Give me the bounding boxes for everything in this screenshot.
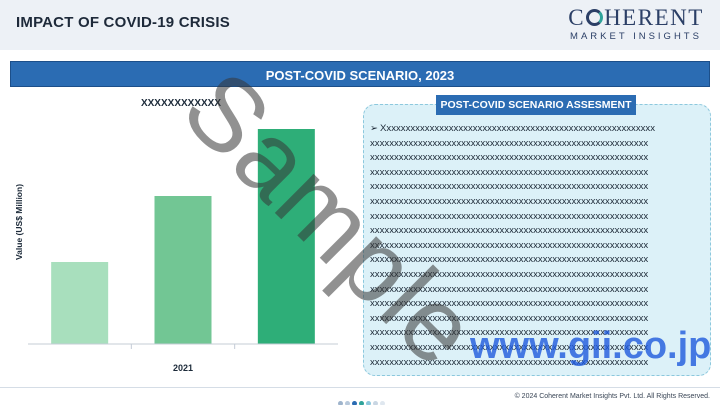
assessment-line: xxxxxxxxxxxxxxxxxxxxxxxxxxxxxxxxxxxxxxxx… (370, 166, 708, 181)
assessment-text: ➢ Xxxxxxxxxxxxxxxxxxxxxxxxxxxxxxxxxxxxxxx… (370, 122, 708, 374)
assessment-line: xxxxxxxxxxxxxxxxxxxxxxxxxxxxxxxxxxxxxxxx… (370, 341, 708, 356)
bar-3 (257, 129, 315, 344)
bar-chart: XXXXXXXXXXXX Value (US$ Million) 2021 (14, 98, 338, 373)
copyright-text: © 2024 Coherent Market Insights Pvt. Ltd… (514, 393, 710, 400)
y-axis-label: Value (US$ Million) (14, 184, 24, 260)
footer-divider (0, 387, 720, 388)
banner-title: POST-COVID SCENARIO, 2023 (265, 68, 455, 83)
assessment-title: POST-COVID SCENARIO ASSESMENT (436, 95, 636, 115)
chart-title: XXXXXXXXXXXX (141, 98, 221, 109)
assessment-line-text: xxxxxxxxxxxxxxxxxxxxxxxxxxxxxxxxxxxxxxxx… (370, 341, 649, 353)
assessment-line: xxxxxxxxxxxxxxxxxxxxxxxxxxxxxxxxxxxxxxxx… (370, 253, 708, 268)
assessment-panel (363, 104, 711, 376)
logo-prefix: C (568, 5, 586, 30)
assessment-line: xxxxxxxxxxxxxxxxxxxxxxxxxxxxxxxxxxxxxxxx… (370, 283, 708, 298)
footer-dot (373, 401, 378, 405)
bars-group (51, 129, 315, 344)
assessment-line: xxxxxxxxxxxxxxxxxxxxxxxxxxxxxxxxxxxxxxxx… (370, 239, 708, 254)
footer-dot (366, 401, 371, 405)
footer-dot (380, 401, 385, 405)
footer-dots (338, 393, 387, 405)
assessment-line-text: Xxxxxxxxxxxxxxxxxxxxxxxxxxxxxxxxxxxxxxxx… (380, 123, 656, 134)
assessment-line-text: xxxxxxxxxxxxxxxxxxxxxxxxxxxxxxxxxxxxxxxx… (370, 356, 649, 368)
assessment-line-text: xxxxxxxxxxxxxxxxxxxxxxxxxxxxxxxxxxxxxxxx… (370, 181, 649, 193)
assessment-line: xxxxxxxxxxxxxxxxxxxxxxxxxxxxxxxxxxxxxxxx… (370, 356, 708, 371)
company-logo: C HERENT MARKET INSIGHTS (566, 6, 706, 43)
logo-wordmark: C HERENT (566, 6, 706, 30)
logo-tagline: MARKET INSIGHTS (570, 31, 702, 42)
footer-dot (345, 401, 350, 405)
assessment-line-text: xxxxxxxxxxxxxxxxxxxxxxxxxxxxxxxxxxxxxxxx… (370, 239, 649, 251)
footer-dot (352, 401, 357, 405)
assessment-line: xxxxxxxxxxxxxxxxxxxxxxxxxxxxxxxxxxxxxxxx… (370, 297, 708, 312)
assessment-line-text: xxxxxxxxxxxxxxxxxxxxxxxxxxxxxxxxxxxxxxxx… (370, 254, 649, 266)
page-title: IMPACT OF COVID-19 CRISIS (16, 14, 230, 31)
bar-2 (154, 196, 212, 344)
assessment-line: xxxxxxxxxxxxxxxxxxxxxxxxxxxxxxxxxxxxxxxx… (370, 210, 708, 225)
assessment-line-text: xxxxxxxxxxxxxxxxxxxxxxxxxxxxxxxxxxxxxxxx… (370, 327, 649, 339)
assessment-line-text: xxxxxxxxxxxxxxxxxxxxxxxxxxxxxxxxxxxxxxxx… (370, 195, 649, 207)
assessment-line-text: xxxxxxxxxxxxxxxxxxxxxxxxxxxxxxxxxxxxxxxx… (370, 137, 649, 149)
assessment-line: xxxxxxxxxxxxxxxxxxxxxxxxxxxxxxxxxxxxxxxx… (370, 224, 708, 239)
assessment-line: ➢ Xxxxxxxxxxxxxxxxxxxxxxxxxxxxxxxxxxxxxxx… (370, 122, 708, 137)
section-banner: POST-COVID SCENARIO, 2023 (10, 61, 710, 87)
assessment-line-text: xxxxxxxxxxxxxxxxxxxxxxxxxxxxxxxxxxxxxxxx… (370, 166, 649, 178)
assessment-line: xxxxxxxxxxxxxxxxxxxxxxxxxxxxxxxxxxxxxxxx… (370, 180, 708, 195)
x-tick-labels: 2021 (173, 363, 193, 373)
assessment-line-text: xxxxxxxxxxxxxxxxxxxxxxxxxxxxxxxxxxxxxxxx… (370, 312, 649, 324)
logo-suffix: HERENT (604, 5, 704, 30)
assessment-line-text: xxxxxxxxxxxxxxxxxxxxxxxxxxxxxxxxxxxxxxxx… (370, 283, 649, 295)
assessment-line: xxxxxxxxxxxxxxxxxxxxxxxxxxxxxxxxxxxxxxxx… (370, 137, 708, 152)
header-bar (0, 0, 720, 50)
assessment-line: xxxxxxxxxxxxxxxxxxxxxxxxxxxxxxxxxxxxxxxx… (370, 326, 708, 341)
logo-ring-icon (586, 9, 604, 26)
assessment-line-text: xxxxxxxxxxxxxxxxxxxxxxxxxxxxxxxxxxxxxxxx… (370, 152, 649, 164)
assessment-line: xxxxxxxxxxxxxxxxxxxxxxxxxxxxxxxxxxxxxxxx… (370, 268, 708, 283)
bar-1 (51, 262, 109, 344)
assessment-line: xxxxxxxxxxxxxxxxxxxxxxxxxxxxxxxxxxxxxxxx… (370, 195, 708, 210)
x-tick-label: 2021 (173, 363, 193, 373)
assessment-line-text: xxxxxxxxxxxxxxxxxxxxxxxxxxxxxxxxxxxxxxxx… (370, 268, 649, 280)
assessment-line-text: xxxxxxxxxxxxxxxxxxxxxxxxxxxxxxxxxxxxxxxx… (370, 225, 649, 237)
x-ticks (130, 344, 236, 349)
assessment-line: xxxxxxxxxxxxxxxxxxxxxxxxxxxxxxxxxxxxxxxx… (370, 312, 708, 327)
assessment-line: xxxxxxxxxxxxxxxxxxxxxxxxxxxxxxxxxxxxxxxx… (370, 151, 708, 166)
assessment-line-text: xxxxxxxxxxxxxxxxxxxxxxxxxxxxxxxxxxxxxxxx… (370, 298, 649, 310)
assessment-line-text: xxxxxxxxxxxxxxxxxxxxxxxxxxxxxxxxxxxxxxxx… (370, 210, 649, 222)
footer-dot (338, 401, 343, 405)
bullet-arrow-icon: ➢ (370, 123, 379, 134)
footer-dot (359, 401, 364, 405)
